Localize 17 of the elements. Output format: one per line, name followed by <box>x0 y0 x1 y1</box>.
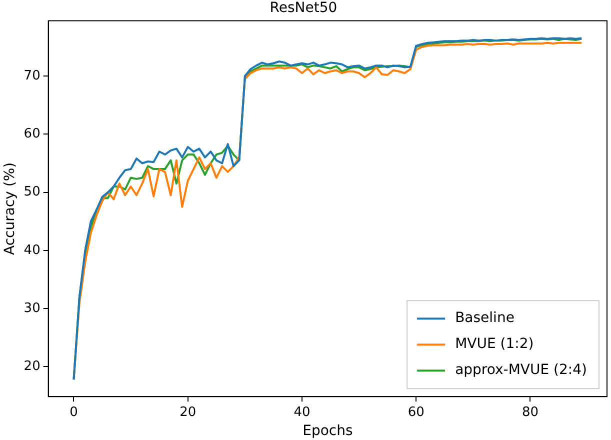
y-tick-label: 40 <box>24 242 40 258</box>
y-tick-label: 30 <box>24 300 40 316</box>
x-tick-label: 40 <box>294 404 310 420</box>
y-tick-label: 60 <box>24 126 40 142</box>
x-axis-title: Epochs <box>302 423 353 440</box>
x-tick-label: 20 <box>180 404 196 420</box>
y-tick-label: 70 <box>24 68 40 84</box>
legend-label: approx-MVUE (2:4) <box>455 362 588 378</box>
y-tick-label: 20 <box>24 359 40 374</box>
chart-title: ResNet50 <box>270 0 338 16</box>
y-tick-label: 50 <box>24 184 40 200</box>
legend-label: Baseline <box>455 310 514 326</box>
x-tick-label: 80 <box>522 404 539 420</box>
legend-label: MVUE (1:2) <box>455 336 534 352</box>
y-axis-title: Accuracy (%) <box>2 162 18 255</box>
x-tick-label: 60 <box>408 404 424 420</box>
x-tick-label: 0 <box>70 404 78 420</box>
